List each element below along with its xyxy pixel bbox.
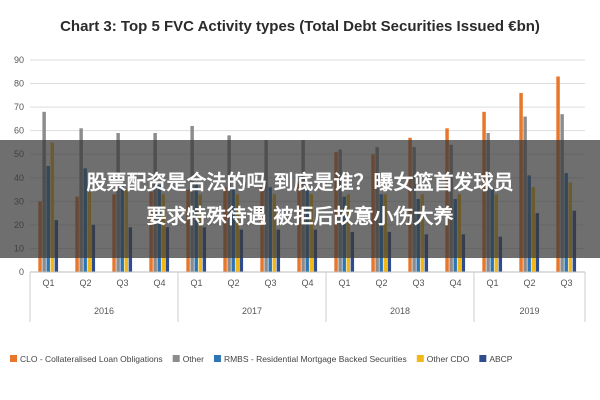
legend-swatch bbox=[172, 355, 180, 362]
chart-title: Chart 3: Top 5 FVC Activity types (Total… bbox=[60, 18, 540, 35]
x-tick-label: Q4 bbox=[301, 278, 313, 288]
legend-label: RMBS - Residential Mortgage Backed Secur… bbox=[224, 354, 407, 364]
x-tick-label: Q4 bbox=[153, 278, 165, 288]
x-tick-label: Q1 bbox=[42, 278, 54, 288]
y-tick-label: 70 bbox=[14, 102, 24, 112]
legend-label: CLO - Collateralised Loan Obligations bbox=[20, 354, 163, 364]
year-label: 2019 bbox=[519, 306, 539, 316]
legend-label: Other CDO bbox=[427, 354, 470, 364]
x-tick-label: Q1 bbox=[338, 278, 350, 288]
x-tick-label: Q3 bbox=[116, 278, 128, 288]
legend-swatch bbox=[416, 355, 424, 362]
x-tick-label: Q3 bbox=[412, 278, 424, 288]
legend-swatch bbox=[10, 355, 17, 362]
news-overlay-banner[interactable]: 股票配资是合法的吗 到底是谁？曝女篮首发球员 要求特殊待遇 被拒后故意小伤大养 bbox=[0, 140, 600, 258]
legend-swatch bbox=[479, 355, 487, 362]
year-label: 2016 bbox=[94, 306, 114, 316]
legend-swatch bbox=[213, 355, 221, 362]
x-tick-label: Q2 bbox=[79, 278, 91, 288]
legend: CLO - Collateralised Loan Obligations Oth… bbox=[10, 354, 513, 364]
y-tick-label: 80 bbox=[14, 79, 24, 89]
x-tick-label: Q3 bbox=[560, 278, 572, 288]
x-tick-label: Q1 bbox=[190, 278, 202, 288]
x-tick-label: Q3 bbox=[264, 278, 276, 288]
y-tick-label: 0 bbox=[19, 267, 24, 277]
x-tick-label: Q2 bbox=[523, 278, 535, 288]
x-tick-label: Q2 bbox=[227, 278, 239, 288]
x-tick-label: Q2 bbox=[375, 278, 387, 288]
y-tick-label: 60 bbox=[14, 126, 24, 136]
x-tick-label: Q1 bbox=[486, 278, 498, 288]
y-tick-label: 90 bbox=[14, 55, 24, 65]
legend-label: ABCP bbox=[489, 354, 512, 364]
year-label: 2017 bbox=[242, 306, 262, 316]
overlay-headline-line2: 要求特殊待遇 被拒后故意小伤大养 bbox=[146, 204, 454, 228]
year-label: 2018 bbox=[390, 306, 410, 316]
overlay-headline-line1: 股票配资是合法的吗 到底是谁？曝女篮首发球员 bbox=[86, 170, 514, 194]
x-tick-label: Q4 bbox=[449, 278, 461, 288]
x-axis: Q1 Q2 Q3 Q4 Q1 Q2 Q3 Q4 Q1 Q2 Q3 Q4 Q1 Q2 Q3 2016 2017 20… bbox=[29, 271, 586, 322]
legend-label: Other bbox=[183, 354, 204, 364]
